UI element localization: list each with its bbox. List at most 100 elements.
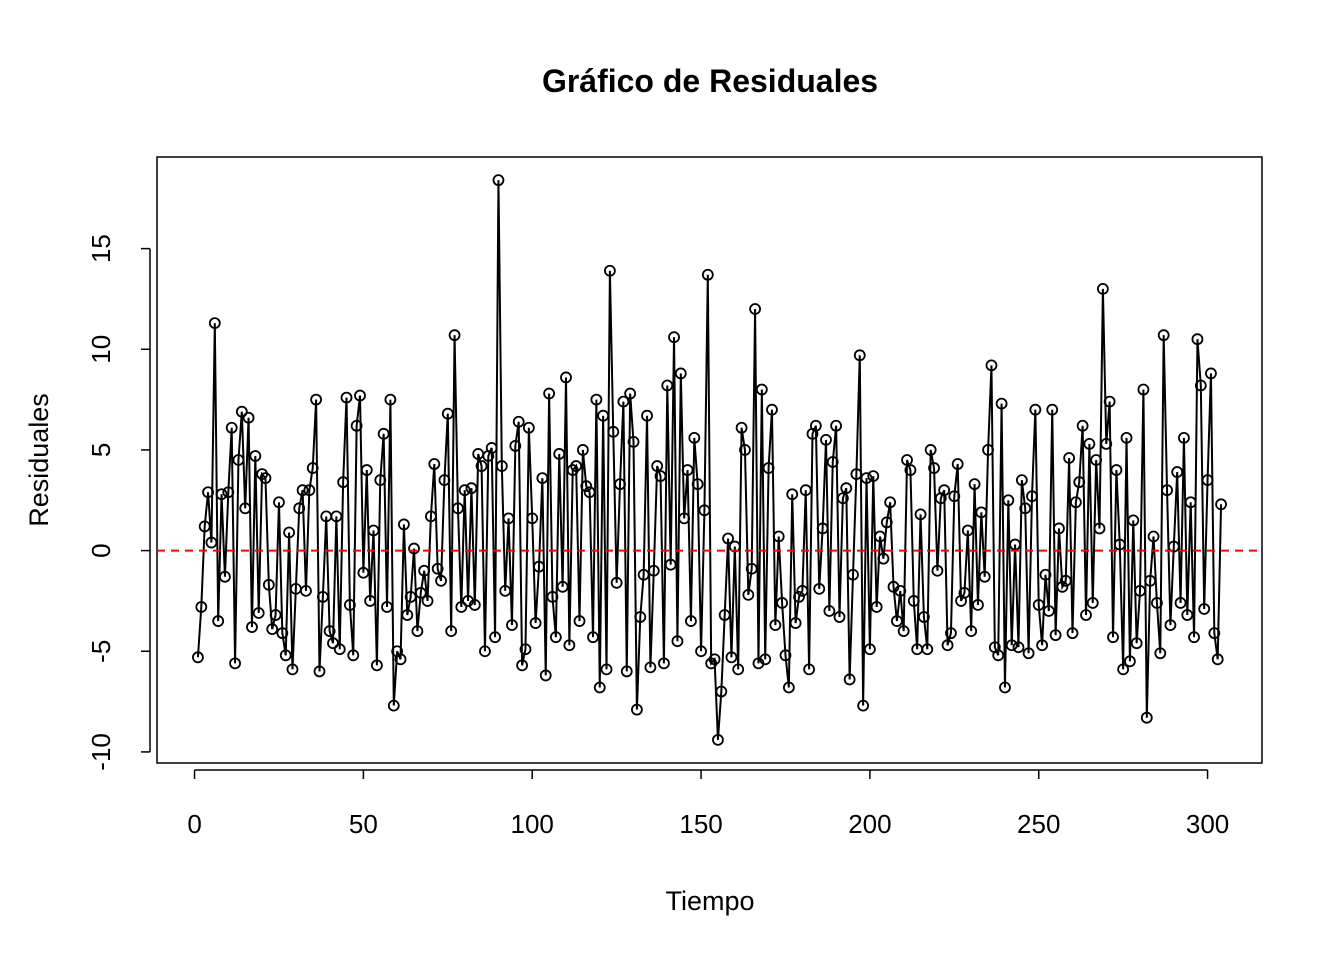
data-point [843,673,856,686]
data-point [796,584,809,597]
data-point [762,462,775,474]
data-point [590,393,603,406]
data-point [1009,538,1021,551]
data-point [414,586,427,599]
data-point [219,570,231,583]
data-point [958,586,971,599]
data-point [658,657,670,670]
data-point [316,591,329,603]
data-point [603,264,616,277]
data-point [1019,502,1032,515]
data-point [377,427,390,440]
data-point [1194,379,1207,392]
series-line [196,180,1223,740]
data-point [549,631,562,644]
data-point [519,643,532,656]
data-point [560,371,572,384]
data-point [1100,437,1113,450]
data-point [516,659,528,672]
data-point [1171,466,1184,478]
data-point [452,502,464,515]
data-point [489,631,501,644]
data-point [722,532,734,545]
data-point [215,488,228,501]
data-point [1201,474,1214,487]
data-point [259,472,272,485]
data-point [617,395,630,408]
data-point [772,530,785,543]
data-point [786,488,799,501]
plot-frame [156,156,1263,764]
y-tick-label: 10 [86,335,116,364]
data-point [1144,574,1157,587]
data-point [1086,597,1099,609]
data-point [816,522,829,535]
data-point [448,329,461,342]
data-point [249,450,262,462]
data-point [968,478,981,491]
x-tick-label: 0 [187,809,201,839]
data-point [526,512,539,525]
x-tick-label: 100 [511,809,554,839]
data-point [195,601,208,613]
data-point [897,625,910,638]
data-point [1015,474,1028,487]
data-point [631,703,643,716]
x-tick-label: 50 [349,809,378,839]
data-point [192,651,204,664]
data-point [1113,538,1126,551]
data-point [664,558,677,571]
data-point [556,580,569,593]
data-point [1191,333,1204,346]
data-point [198,520,211,533]
data-point [863,643,876,656]
data-point [809,419,822,432]
data-point [725,651,738,664]
data-point [384,393,397,406]
data-point [701,268,714,281]
data-point [360,464,373,476]
data-point [333,643,346,656]
data-point [445,625,458,638]
x-tick-label: 200 [848,809,891,839]
data-point [857,699,870,712]
data-point [340,391,353,404]
data-point [465,482,478,495]
data-point [823,605,836,617]
data-point [296,484,309,497]
data-point [492,174,505,187]
data-point [421,595,434,607]
data-point [1127,514,1140,527]
data-point [354,389,366,402]
data-point [975,506,988,519]
data-point [830,419,843,432]
data-point [1073,476,1086,489]
data-point [269,609,282,621]
data-point [539,669,552,682]
data-point [330,510,343,523]
data-point [1005,639,1018,652]
data-point [1012,641,1025,654]
data-point [1083,437,1096,450]
data-point [387,699,400,712]
data-point [438,474,451,487]
data-point [418,564,431,577]
data-point [350,419,363,432]
data-point [1174,597,1187,609]
data-point [1161,484,1173,497]
y-tick-label: 5 [86,443,116,457]
x-tick-label: 300 [1186,809,1229,839]
data-point [543,387,556,400]
data-point [1080,609,1092,621]
data-point [252,607,265,619]
data-point [1066,627,1079,640]
data-point [364,595,377,607]
data-point [1093,522,1106,535]
data-point [597,409,610,422]
data-point [313,665,326,678]
data-point [847,568,859,581]
data-point [826,456,839,468]
data-point [793,591,805,603]
data-point [553,448,566,460]
